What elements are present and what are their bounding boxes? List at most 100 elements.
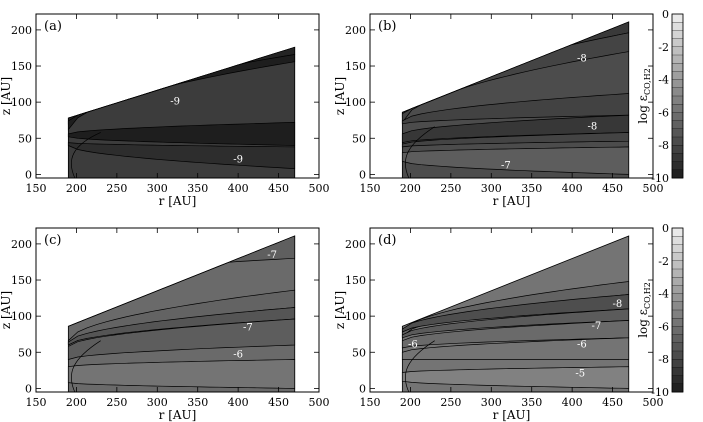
inner-contour-line [405,340,435,393]
contour-band [68,235,296,327]
y-tick-label: 50 [352,346,366,359]
x-axis-label: r [AU] [493,408,531,422]
y-tick-label: 100 [345,96,366,109]
colorbar-tick-label: -2 [658,41,669,54]
x-tick-label: 450 [268,396,289,409]
panel-c: 150 200 250 300 350 400 450 500 0 50 100 150 200 r [A… [0,227,330,422]
colorbar-level [671,136,684,146]
panel-label: (a) [44,19,62,34]
colorbar-tick-label: 0 [662,222,669,235]
inner-contour-line [405,126,435,179]
axes-frame [369,227,654,393]
contour-label: -7 [243,322,253,333]
colorbar-level [671,326,684,336]
contour-band [401,308,630,339]
colorbar-tick-label: -6 [658,106,669,119]
x-tick-label: 150 [26,182,47,195]
y-tick-label: 100 [11,96,32,109]
colorbar-level [671,128,684,138]
x-tick-label: 250 [106,182,127,195]
colorbar-label-sub: CO,H2 [643,68,652,95]
contour-band [67,318,296,360]
y-axis-label: z [AU] [0,77,13,115]
colorbar-level [671,227,684,237]
colorbar-level [671,71,684,81]
y-tick-label: 100 [345,310,366,323]
colorbar-level [671,153,684,163]
contour-band [67,359,296,389]
colorbar-tick-label: -2 [658,255,669,268]
x-tick-label: 350 [521,182,542,195]
colorbar-level [671,252,684,262]
contour-label: -6 [233,350,243,361]
contour-band [401,337,630,360]
inner-contour-line [71,340,101,393]
y-axis-label: z [AU] [333,291,347,329]
colorbar-level [671,285,684,295]
y-tick-label: 150 [345,60,366,73]
inner-contour-line [71,132,101,179]
x-tick-label: 300 [147,182,168,195]
x-tick-label: 450 [602,182,623,195]
colorbar-level [671,375,684,385]
x-tick-label: 250 [440,182,461,195]
contour-band [401,320,630,349]
y-tick-label: 200 [11,238,32,251]
colorbar-tick-label: -4 [658,288,669,301]
colorbar-level [671,367,684,377]
colorbar-level [671,293,684,303]
colorbar-level [671,268,684,278]
colorbar-level [671,383,684,393]
x-axis-label: r [AU] [493,194,531,208]
colorbar-level [671,13,684,23]
x-tick-label: 500 [309,396,330,409]
contour-band [401,146,630,175]
y-tick-label: 150 [11,274,32,287]
y-tick-label: 150 [11,60,32,73]
contour-band [401,366,630,389]
contour-label: -7 [267,250,277,261]
contour-band [401,132,630,148]
colorbar-level [671,145,684,154]
x-tick-label: 400 [562,182,583,195]
colorbar-frame [671,227,684,393]
colorbar-level [671,350,684,360]
colorbar-level [671,260,684,270]
colorbar-tick-label: -8 [658,139,669,152]
x-tick-label: 450 [602,396,623,409]
y-tick-label: 200 [345,24,366,37]
colorbar-level [671,244,684,254]
contour-label: -5 [575,368,585,379]
contour-label: -8 [613,299,623,310]
x-tick-label: 350 [187,396,208,409]
x-tick-label: 300 [481,182,502,195]
colorbar-label-main: log ε [636,309,650,338]
contour-band [401,294,630,333]
panel-label: (b) [378,19,396,34]
x-tick-label: 350 [521,396,542,409]
colorbar-tick-label: -8 [658,353,669,366]
colorbar-level [671,104,684,113]
y-tick-label: 50 [352,132,366,145]
colorbar-level [671,63,684,72]
x-tick-label: 250 [106,396,127,409]
y-tick-label: 0 [359,382,366,395]
contour-label: -8 [577,53,587,64]
contour-band [67,54,296,131]
colorbar-level [671,87,684,97]
x-tick-label: 400 [562,396,583,409]
y-tick-label: 50 [18,132,32,145]
contour-label: -6 [408,340,418,351]
y-tick-label: 0 [25,168,32,181]
colorbar-tick-label: -10 [651,386,669,399]
colorbar-label-main: log ε [636,95,650,124]
colorbar-level [671,359,684,368]
x-tick-label: 500 [643,396,664,409]
colorbar-level [671,301,684,311]
colorbar-level [671,95,684,105]
colorbar-level [671,169,684,179]
x-tick-label: 150 [26,396,47,409]
colorbar-level [671,46,684,56]
y-tick-label: 150 [345,274,366,287]
colorbar-level [671,54,684,64]
